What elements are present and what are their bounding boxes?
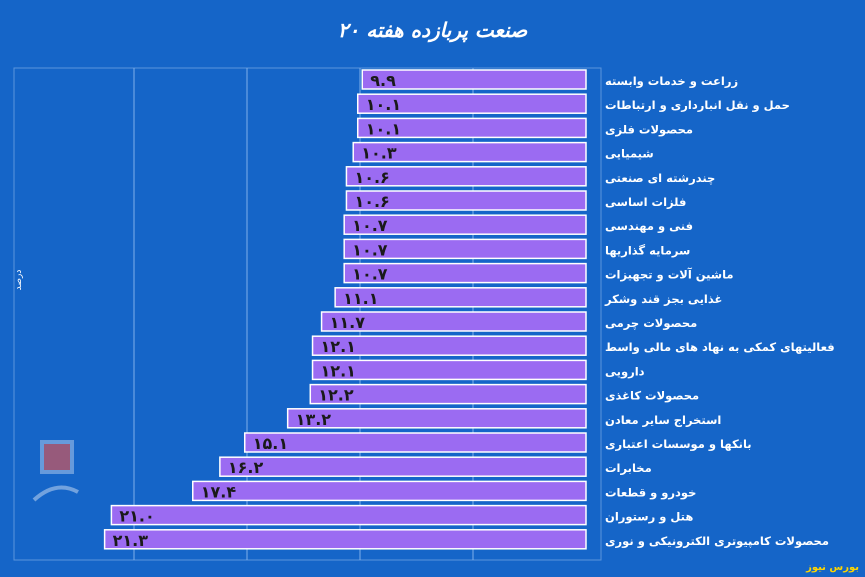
bar-value-label: ۱۱.۱ (343, 289, 378, 308)
bar-value-label: ۱۰.۷ (352, 265, 388, 284)
category-label: سرمایه گذاریها (605, 243, 690, 257)
bar (103, 529, 587, 550)
bar-value-label: ۱۰.۷ (352, 240, 388, 259)
category-label: استخراج سایر معادن (605, 413, 721, 428)
bar (356, 93, 587, 114)
bar (192, 480, 587, 502)
bar-value-label: ۱۲.۱ (321, 361, 356, 380)
bar (345, 166, 587, 187)
bar (110, 504, 587, 526)
bar-value-label: ۱۰.۶ (354, 192, 389, 211)
category-label: ماشین آلات و تجهیزات (605, 268, 734, 283)
bar-value-label: ۱۳.۲ (296, 410, 332, 429)
chart-title: ۲۰ صنعت پربازده هفته (337, 18, 528, 42)
bar (334, 287, 587, 308)
category-label: محصولات چرمی (605, 316, 697, 331)
bar-value-label: ۱۵.۱ (253, 434, 288, 453)
bar-value-label: ۱۱.۷ (330, 313, 366, 332)
category-label: فعالیتهای کمکی به نهاد های مالی واسط (605, 340, 835, 355)
bar-value-label: ۲۱.۳ (113, 531, 149, 550)
bar (343, 238, 587, 260)
category-label: حمل و نقل انبارداری و ارتباطات (605, 98, 790, 113)
bar-value-label: ۱۶.۲ (228, 458, 264, 477)
bar (343, 262, 587, 284)
bar-value-label: ۱۷.۴ (201, 482, 237, 501)
category-label: محصولات کامپیوتری الکترونیکی و نوری (605, 534, 829, 549)
category-label: بانکها و موسسات اعتباری (605, 437, 752, 452)
bar-value-label: ۱۲.۲ (318, 386, 354, 405)
source-credit: بورس نیوز (806, 562, 859, 573)
bar (219, 456, 587, 477)
bar-value-label: ۱۲.۱ (321, 337, 356, 356)
bar (343, 214, 587, 235)
bar (356, 117, 587, 139)
category-label: مخابرات (605, 461, 652, 475)
bar (311, 359, 587, 381)
category-label: فنی و مهندسی (605, 219, 693, 234)
category-label: محصولات فلزی (605, 122, 693, 137)
category-label: چندرشته ای صنعتی (605, 171, 715, 185)
category-label: هتل و رستوران (605, 510, 693, 525)
bar (361, 69, 587, 90)
bar-value-label: ۱۰.۱ (366, 119, 401, 138)
bar (311, 335, 587, 356)
bourse-news-logo (32, 440, 79, 502)
bar-value-label: ۱۰.۷ (352, 216, 388, 235)
plot-frame (13, 67, 602, 561)
category-label: خودرو و قطعات (605, 485, 696, 500)
category-label: شیمیایی (605, 147, 654, 161)
category-label: زراعت و خدمات وابسته (605, 74, 738, 89)
category-label: فلزات اساسی (605, 195, 686, 209)
bar-value-label: ۲۱.۰ (119, 507, 154, 526)
bar-value-label: ۱۰.۶ (354, 168, 389, 187)
category-label: محصولات کاغذی (605, 389, 699, 404)
category-label: دارویی (605, 364, 645, 379)
bar-value-label: ۱۰.۳ (361, 144, 397, 163)
bar (309, 383, 587, 405)
category-label: غذایی بجز قند وشکر (604, 292, 722, 307)
bar (243, 432, 587, 453)
bar (286, 408, 587, 429)
bar-value-label: ۹.۹ (370, 71, 396, 90)
bar-value-label: ۱۰.۱ (366, 95, 401, 114)
bar (345, 190, 587, 211)
bar (352, 141, 587, 163)
bar (320, 311, 587, 332)
